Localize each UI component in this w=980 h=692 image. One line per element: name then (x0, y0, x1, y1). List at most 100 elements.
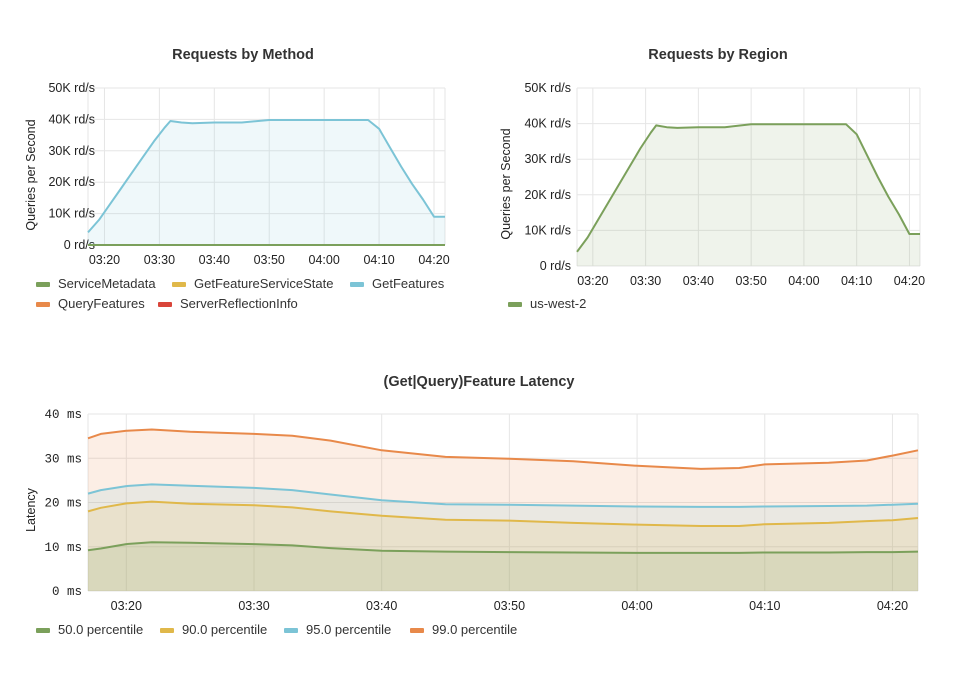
legend-label: 50.0 percentile (58, 622, 143, 637)
feature-latency-panel: (Get|Query)Feature Latency Latency 0 ms 1… (24, 374, 919, 637)
legend-swatch (160, 628, 174, 633)
series-group (87, 119, 445, 246)
legend-swatch (36, 302, 50, 307)
x-tick-label: 04:00 (309, 253, 340, 267)
legend-item[interactable]: 99.0 percentile (410, 622, 517, 637)
y-tick-label: 10K rd/s (48, 207, 95, 221)
legend-item[interactable]: us-west-2 (508, 296, 586, 311)
x-tick-label: 04:20 (418, 253, 449, 267)
x-tick-label: 03:50 (735, 274, 766, 288)
y-tick-label: 30K rd/s (524, 152, 571, 166)
x-tick-label: 04:20 (894, 274, 925, 288)
y-tick-label: 40K rd/s (524, 117, 571, 131)
x-axis-ticks: 03:20 03:30 03:40 03:50 04:00 04:10 04:20 (89, 253, 450, 267)
x-axis-ticks: 03:20 03:30 03:40 03:50 04:00 04:10 04:20 (577, 274, 925, 288)
legend-label: GetFeatureServiceState (194, 276, 333, 291)
legend: 50.0 percentile 90.0 percentile 95.0 perce… (36, 622, 517, 637)
x-tick-label: 03:20 (577, 274, 608, 288)
chart-title: Requests by Method (172, 47, 314, 63)
y-tick-label: 30 ms (44, 452, 82, 466)
series-area-50-0-percentile (88, 542, 918, 591)
legend-swatch (172, 282, 186, 287)
series-line-us-west-2 (576, 123, 920, 253)
series-line-99-0-percentile (87, 428, 919, 470)
x-tick-label: 04:10 (841, 274, 872, 288)
series-group (576, 123, 920, 266)
y-tick-label: 0 rd/s (540, 259, 571, 273)
series-line-90-0-percentile (87, 500, 919, 527)
x-tick-label: 03:30 (630, 274, 661, 288)
series-group (87, 428, 919, 591)
legend-item[interactable]: 95.0 percentile (284, 622, 391, 637)
legend-swatch (36, 628, 50, 633)
y-tick-label: 40 ms (44, 408, 82, 422)
y-axis-ticks: 0 rd/s 10K rd/s 20K rd/s 30K rd/s 40K rd/s 50… (524, 81, 571, 273)
chart-title: (Get|Query)Feature Latency (384, 374, 575, 390)
x-tick-label: 03:20 (111, 599, 142, 613)
y-tick-label: 30K rd/s (48, 144, 95, 158)
legend-label: ServiceMetadata (58, 276, 156, 291)
y-tick-label: 20K rd/s (524, 188, 571, 202)
y-axis-ticks: 0 ms 10 ms 20 ms 30 ms 40 ms (44, 408, 82, 599)
grid (576, 87, 921, 267)
y-axis-ticks: 0 rd/s 10K rd/s 20K rd/s 30K rd/s 40K rd/s 50… (48, 81, 95, 252)
legend-label: QueryFeatures (58, 296, 145, 311)
x-tick-label: 03:40 (366, 599, 397, 613)
series-line-95-0-percentile (87, 483, 919, 508)
chart-title: Requests by Region (648, 47, 787, 63)
legend-item[interactable]: ServiceMetadata (36, 276, 156, 291)
y-axis-label: Queries per Second (499, 128, 513, 239)
x-axis-ticks: 03:20 03:30 03:40 03:50 04:00 04:10 04:20 (111, 599, 908, 613)
legend-swatch (350, 282, 364, 287)
x-tick-label: 03:30 (144, 253, 175, 267)
legend-item[interactable]: GetFeatureServiceState (172, 276, 333, 291)
x-tick-label: 04:00 (788, 274, 819, 288)
legend-item[interactable]: QueryFeatures (36, 296, 145, 311)
series-area-getfeatures (88, 120, 445, 245)
legend-item[interactable]: GetFeatures (350, 276, 445, 291)
legend-label: 99.0 percentile (432, 622, 517, 637)
y-tick-label: 20 ms (44, 497, 82, 511)
y-tick-label: 50K rd/s (524, 81, 571, 95)
x-tick-label: 04:00 (621, 599, 652, 613)
x-tick-label: 04:10 (749, 599, 780, 613)
legend-label: us-west-2 (530, 296, 586, 311)
series-area-90-0-percentile (88, 501, 918, 591)
x-tick-label: 03:20 (89, 253, 120, 267)
y-tick-label: 10 ms (44, 541, 82, 555)
legend-label: ServerReflectionInfo (180, 296, 298, 311)
legend-swatch (284, 628, 298, 633)
y-tick-label: 10K rd/s (524, 223, 571, 237)
x-tick-label: 03:40 (683, 274, 714, 288)
legend-label: GetFeatures (372, 276, 445, 291)
legend-item[interactable]: ServerReflectionInfo (158, 296, 298, 311)
legend-item[interactable]: 50.0 percentile (36, 622, 143, 637)
x-tick-label: 04:20 (877, 599, 908, 613)
x-tick-label: 03:30 (238, 599, 269, 613)
y-tick-label: 20K rd/s (48, 175, 95, 189)
legend-label: 90.0 percentile (182, 622, 267, 637)
x-tick-label: 03:50 (494, 599, 525, 613)
x-tick-label: 03:40 (199, 253, 230, 267)
legend-label: 95.0 percentile (306, 622, 391, 637)
legend-swatch (158, 302, 172, 307)
y-axis-label: Queries per Second (24, 119, 38, 230)
series-area-95-0-percentile (88, 484, 918, 591)
series-line-50-0-percentile (87, 541, 919, 554)
legend-swatch (410, 628, 424, 633)
legend-swatch (36, 282, 50, 287)
requests-by-region-panel: Requests by Region Queries per Second 0 … (499, 47, 925, 311)
legend-item[interactable]: 90.0 percentile (160, 622, 267, 637)
y-tick-label: 40K rd/s (48, 112, 95, 126)
legend: ServiceMetadata GetFeatureServiceState Get… (36, 276, 445, 311)
y-axis-label: Latency (24, 487, 38, 532)
legend-swatch (508, 302, 522, 307)
series-line-getfeatures (87, 119, 445, 234)
requests-by-method-panel: Requests by Method Queries per Second 0 … (24, 47, 450, 311)
y-tick-label: 0 ms (52, 585, 82, 599)
y-tick-label: 50K rd/s (48, 81, 95, 95)
series-area-us-west-2 (577, 124, 920, 266)
series-area-99-0-percentile (88, 429, 918, 591)
x-tick-label: 03:50 (254, 253, 285, 267)
